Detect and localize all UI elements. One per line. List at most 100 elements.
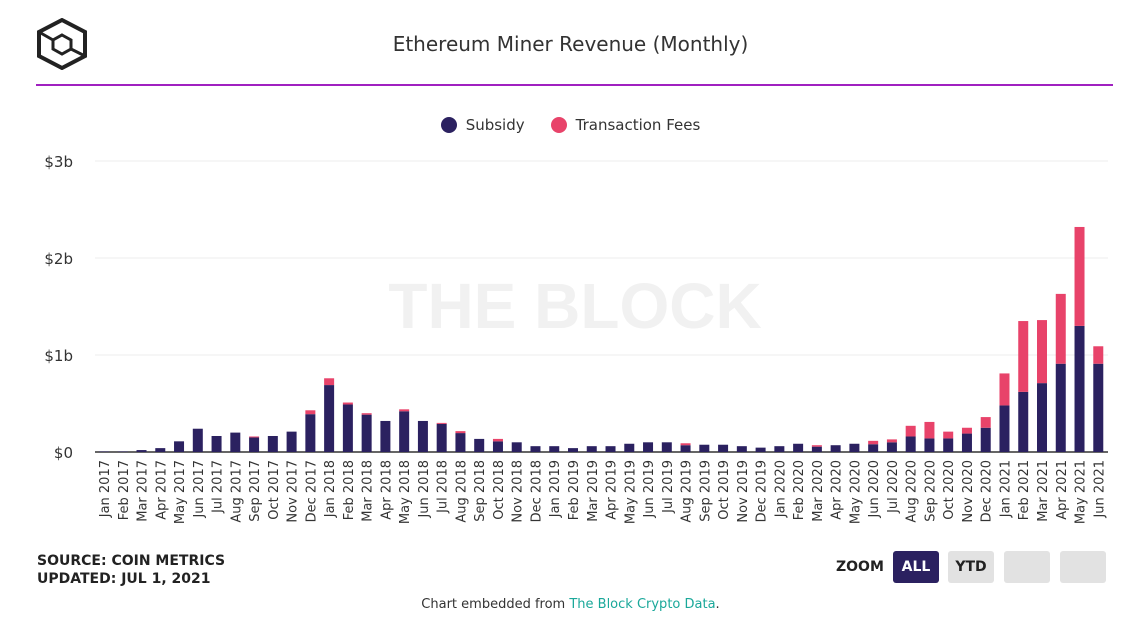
chart-title: Ethereum Miner Revenue (Monthly) — [392, 32, 749, 56]
bar-subsidy — [943, 438, 954, 452]
x-tick-label: May 2019 — [623, 460, 638, 524]
bar-subsidy — [793, 443, 804, 452]
x-tick-label: Feb 2020 — [792, 460, 807, 520]
x-tick-label: May 2017 — [173, 460, 188, 524]
x-tick-label: Aug 2017 — [229, 460, 244, 523]
x-tick-label: May 2020 — [848, 460, 863, 524]
bar-fees — [1074, 226, 1085, 326]
title-divider — [36, 84, 1113, 86]
legend: Subsidy Transaction Fees — [0, 116, 1141, 134]
bar-subsidy — [924, 438, 935, 452]
bar-fees — [305, 410, 316, 415]
x-tick-label: Jun 2018 — [417, 460, 432, 519]
bar-subsidy — [586, 446, 597, 452]
bar-subsidy — [643, 442, 654, 452]
footer-link[interactable]: The Block Crypto Data — [569, 597, 716, 612]
bar-subsidy — [286, 431, 297, 452]
x-tick-label: Jun 2021 — [1092, 460, 1107, 519]
y-tick-label: $1b — [44, 347, 73, 365]
x-tick-label: Aug 2020 — [905, 460, 920, 523]
legend-subsidy[interactable]: Subsidy — [440, 116, 525, 134]
chart-plot: THE BLOCK $0 $1b $2b $3b Jan 2017 Feb 2017 Mar… — [44, 153, 1108, 524]
bar-subsidy — [474, 438, 485, 452]
legend-subsidy-label: Subsidy — [465, 116, 525, 134]
bar-fees — [436, 422, 447, 424]
x-tick-label: Feb 2017 — [117, 460, 132, 520]
x-tick-label: Jun 2020 — [867, 460, 882, 519]
bar-subsidy — [961, 433, 972, 452]
bar-subsidy — [1055, 363, 1066, 452]
x-tick-label: Apr 2017 — [154, 460, 169, 520]
x-tick-label: Dec 2017 — [304, 460, 319, 522]
bar-subsidy — [905, 436, 916, 452]
x-tick-label: Aug 2019 — [680, 460, 695, 523]
x-tick-label: Jan 2021 — [998, 460, 1013, 518]
x-tick-label: Jul 2017 — [211, 460, 226, 514]
bar-subsidy — [511, 442, 522, 452]
y-tick-label: $0 — [54, 444, 73, 462]
zoom-button-3[interactable] — [1004, 551, 1050, 583]
x-tick-label: Jul 2020 — [886, 460, 901, 514]
x-tick-label: Nov 2017 — [286, 460, 301, 523]
bar-fees — [961, 427, 972, 434]
bar-subsidy — [736, 446, 747, 452]
bar-fees — [886, 439, 897, 443]
x-tick-label: Apr 2020 — [830, 460, 845, 520]
bar-subsidy — [661, 442, 672, 452]
bar-fees — [1018, 321, 1029, 392]
zoom-button-4[interactable] — [1060, 551, 1106, 583]
x-tick-label: Oct 2018 — [492, 460, 507, 520]
x-tick-label: Apr 2018 — [379, 460, 394, 520]
bar-fees — [249, 436, 260, 438]
bar-subsidy — [530, 446, 541, 452]
x-tick-label: Aug 2018 — [454, 460, 469, 523]
y-tick-label: $2b — [44, 250, 73, 268]
bar-fees — [905, 425, 916, 437]
bar-subsidy — [155, 448, 166, 452]
bar-subsidy — [886, 442, 897, 452]
bar-subsidy — [249, 437, 260, 452]
bar-subsidy — [624, 443, 635, 452]
bar-fees — [324, 378, 335, 386]
bar-fees — [1055, 293, 1066, 364]
bar-subsidy — [417, 420, 428, 452]
subsidy-dot-icon — [440, 117, 457, 133]
bar-subsidy — [568, 448, 578, 452]
bar-fees — [342, 402, 353, 405]
bar-subsidy — [230, 432, 241, 452]
x-tick-label: Jan 2018 — [323, 460, 338, 518]
x-tick-label: Dec 2019 — [755, 460, 770, 522]
bar-fees — [943, 431, 954, 439]
bar-fees — [980, 417, 991, 428]
bar-subsidy — [755, 447, 766, 452]
bar-subsidy — [1037, 383, 1047, 452]
bar-subsidy — [136, 450, 147, 452]
bar-subsidy — [305, 414, 316, 452]
x-tick-label: Feb 2021 — [1017, 460, 1032, 520]
bar-subsidy — [361, 414, 372, 452]
bar-subsidy — [718, 444, 729, 452]
x-tick-label: Jan 2017 — [98, 460, 113, 518]
zoom-ytd-button[interactable]: YTD — [948, 551, 994, 583]
source-info: SOURCE: COIN METRICS UPDATED: JUL 1, 202… — [37, 552, 225, 588]
x-tick-label: Mar 2021 — [1036, 460, 1051, 522]
footer: Chart embedded from The Block Crypto Dat… — [0, 597, 1141, 612]
bar-subsidy — [811, 446, 822, 452]
legend-fees[interactable]: Transaction Fees — [550, 116, 701, 134]
x-tick-label: Oct 2017 — [267, 460, 282, 520]
x-tick-label: May 2018 — [398, 460, 413, 524]
bar-subsidy — [549, 446, 560, 452]
x-tick-label: Oct 2020 — [942, 460, 957, 520]
bar-fees — [361, 413, 372, 415]
x-tick-label: Jun 2017 — [192, 460, 207, 519]
x-tick-label: Apr 2019 — [605, 460, 620, 520]
x-tick-label: Jan 2020 — [773, 460, 788, 518]
bar-fees — [492, 438, 503, 442]
logo-cube-icon — [37, 18, 87, 70]
zoom-all-button[interactable]: ALL — [893, 551, 939, 583]
x-tick-label: Sep 2020 — [923, 460, 938, 522]
legend-fees-label: Transaction Fees — [575, 116, 701, 134]
bar-subsidy — [399, 411, 410, 452]
x-tick-label: Oct 2019 — [717, 460, 732, 520]
bar-fees — [924, 421, 935, 439]
